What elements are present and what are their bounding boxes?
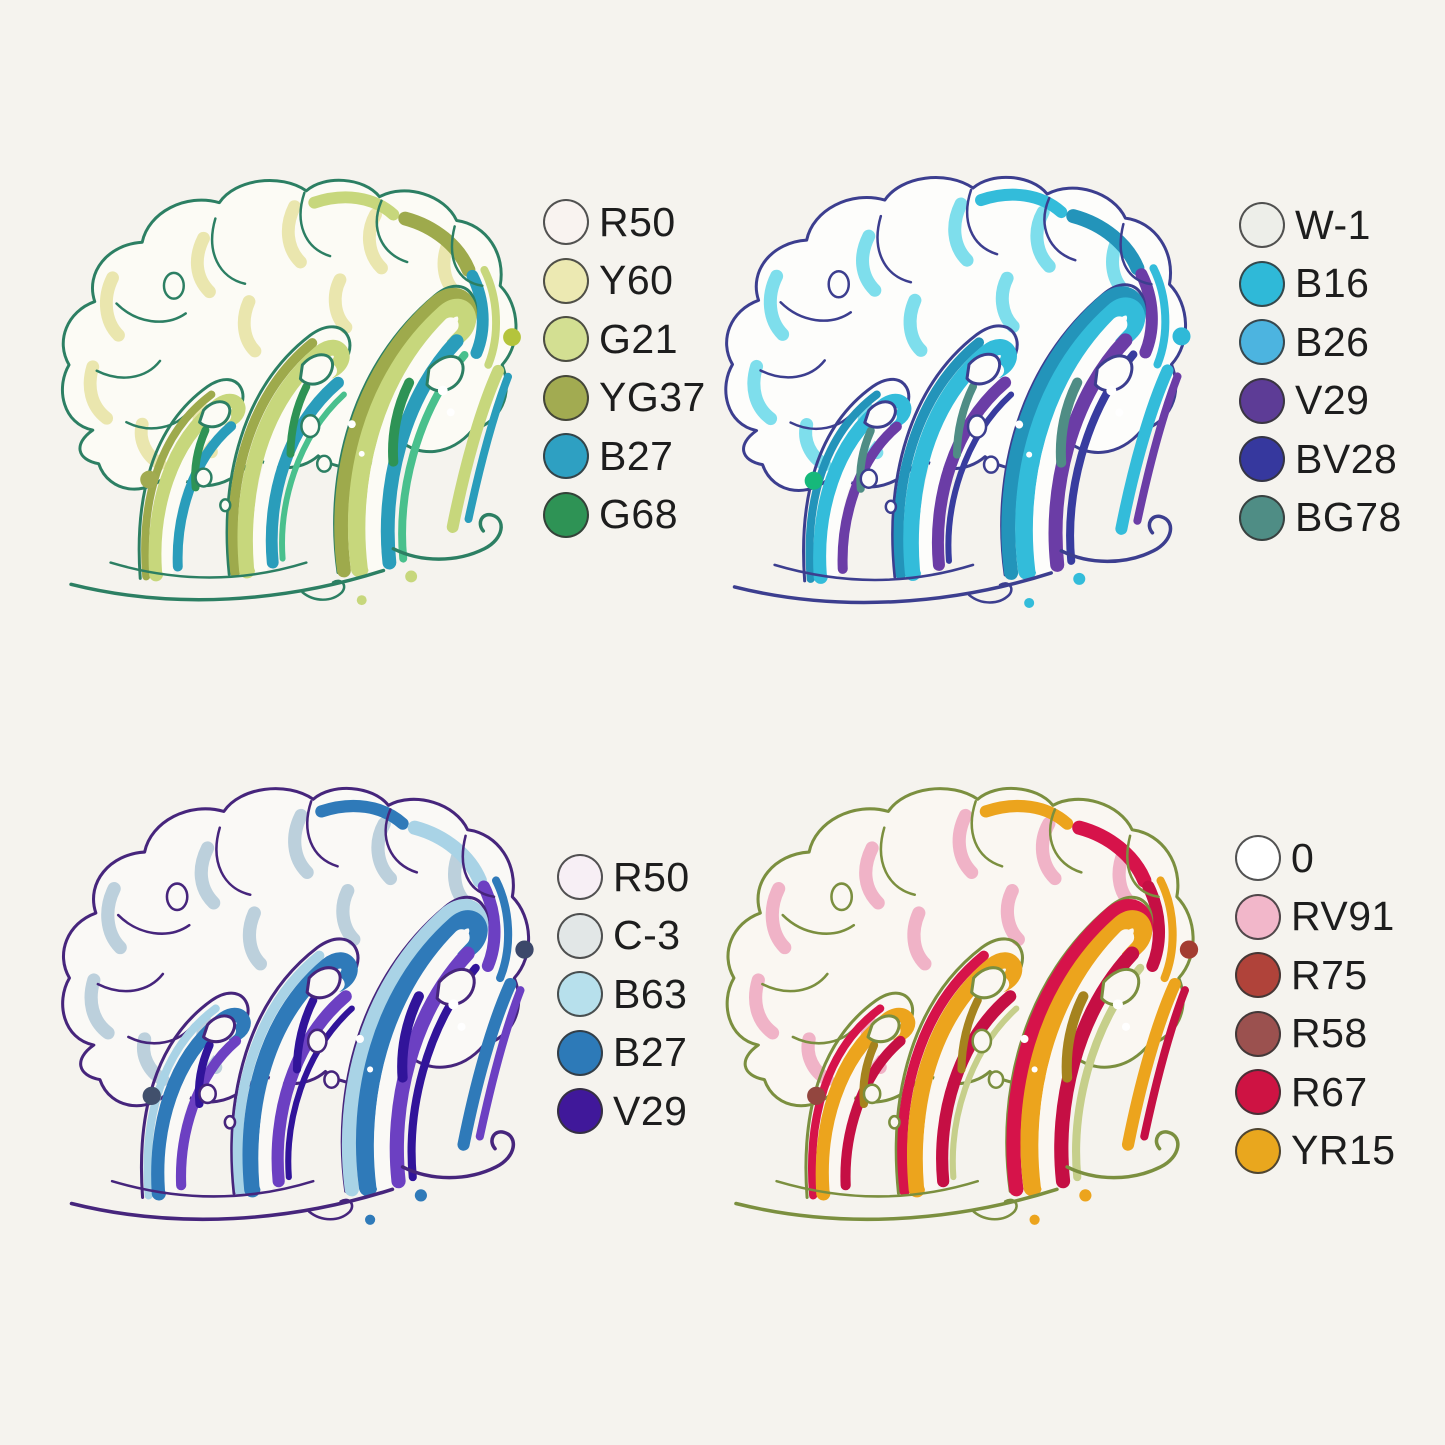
color-swatch-circle (1239, 494, 1285, 541)
color-code-label: 0 (1291, 834, 1315, 881)
color-swatch-row: B26 (1239, 319, 1402, 365)
color-swatch-row: R75 (1235, 952, 1396, 998)
color-swatch-circle (1239, 202, 1285, 248)
color-swatch-row: R50 (543, 199, 706, 245)
color-swatch-row: BG78 (1239, 494, 1402, 541)
color-swatch-row: R50 (557, 854, 690, 900)
color-swatch-circle (557, 1088, 603, 1134)
color-code-label: Y60 (599, 257, 674, 303)
color-swatch-row: Y60 (543, 257, 706, 304)
wave-illustration-red-gold (712, 783, 1215, 1235)
color-swatch-circle (1239, 377, 1285, 424)
color-code-label: BV28 (1295, 435, 1398, 482)
color-code-label: R58 (1291, 1010, 1368, 1056)
color-code-label: R67 (1291, 1068, 1368, 1115)
color-swatch-circle (1235, 835, 1281, 881)
color-swatch-row: G21 (543, 316, 706, 362)
color-code-label: B63 (613, 970, 688, 1017)
color-swatch-circle (557, 912, 603, 959)
color-swatch-circle (557, 971, 603, 1017)
color-swatch-circle (557, 1029, 603, 1076)
color-swatch-circle (1239, 319, 1285, 365)
color-swatch-row: G68 (543, 491, 706, 538)
color-swatch-circle (543, 316, 589, 362)
color-swatch-circle (1239, 260, 1285, 307)
color-swatch-row: V29 (557, 1088, 690, 1134)
color-swatch-row: C-3 (557, 912, 690, 959)
color-swatch-circle (543, 257, 589, 304)
color-swatch-row: 0 (1235, 835, 1396, 881)
color-swatch-circle (1235, 893, 1281, 940)
color-code-label: V29 (1295, 377, 1370, 423)
color-code-label: B27 (613, 1029, 688, 1075)
color-code-label: YG37 (599, 374, 706, 420)
color-swatch-circle (543, 199, 589, 245)
color-swatch-row: V29 (1239, 377, 1402, 424)
color-code-label: B26 (1295, 318, 1370, 365)
color-swatch-row: BV28 (1239, 436, 1402, 482)
color-code-label: B16 (1295, 260, 1370, 306)
color-swatch-row: B27 (543, 433, 706, 479)
color-swatch-row: B63 (557, 971, 690, 1017)
color-swatch-circle (1239, 436, 1285, 482)
color-code-label: G68 (599, 491, 678, 537)
color-swatch-circle (1235, 1010, 1281, 1057)
color-code-label: RV91 (1291, 893, 1395, 939)
color-code-label: B27 (599, 432, 674, 479)
color-swatch-row: B16 (1239, 260, 1402, 307)
color-code-label: YR15 (1291, 1127, 1396, 1173)
color-code-label: W-1 (1295, 201, 1371, 248)
color-swatch-circle (1235, 1127, 1281, 1174)
wave-art-svg (712, 783, 1215, 1235)
color-code-label: G21 (599, 315, 678, 362)
color-swatch-circle (543, 491, 589, 538)
color-swatch-circle (1235, 952, 1281, 998)
color-swatch-row: YG37 (543, 374, 706, 421)
color-code-label: R50 (613, 853, 690, 900)
color-swatch-row: W-1 (1239, 202, 1402, 248)
color-legend: R50 Y60 G21 YG37 B27 G68 (543, 199, 706, 550)
color-legend: W-1 B16 B26 V29 BV28 BG78 (1239, 202, 1402, 553)
color-swatch-circle (557, 854, 603, 900)
color-swatch-row: B27 (557, 1029, 690, 1076)
color-swatch-row: YR15 (1235, 1127, 1396, 1174)
color-code-label: C-3 (613, 912, 681, 958)
color-code-label: R50 (599, 198, 676, 245)
color-code-label: BG78 (1295, 494, 1402, 540)
color-swatch-row: RV91 (1235, 893, 1396, 940)
color-swatch-row: R67 (1235, 1069, 1396, 1115)
color-code-label: V29 (613, 1087, 688, 1134)
color-legend: 0 RV91 R75 R58 R67 YR15 (1235, 835, 1396, 1186)
color-legend: R50 C-3 B63 B27 V29 (557, 854, 690, 1147)
color-swatch-row: R58 (1235, 1010, 1396, 1057)
color-swatch-circle (1235, 1069, 1281, 1115)
color-code-label: R75 (1291, 951, 1368, 998)
color-swatch-circle (543, 433, 589, 479)
color-swatch-circle (543, 374, 589, 421)
